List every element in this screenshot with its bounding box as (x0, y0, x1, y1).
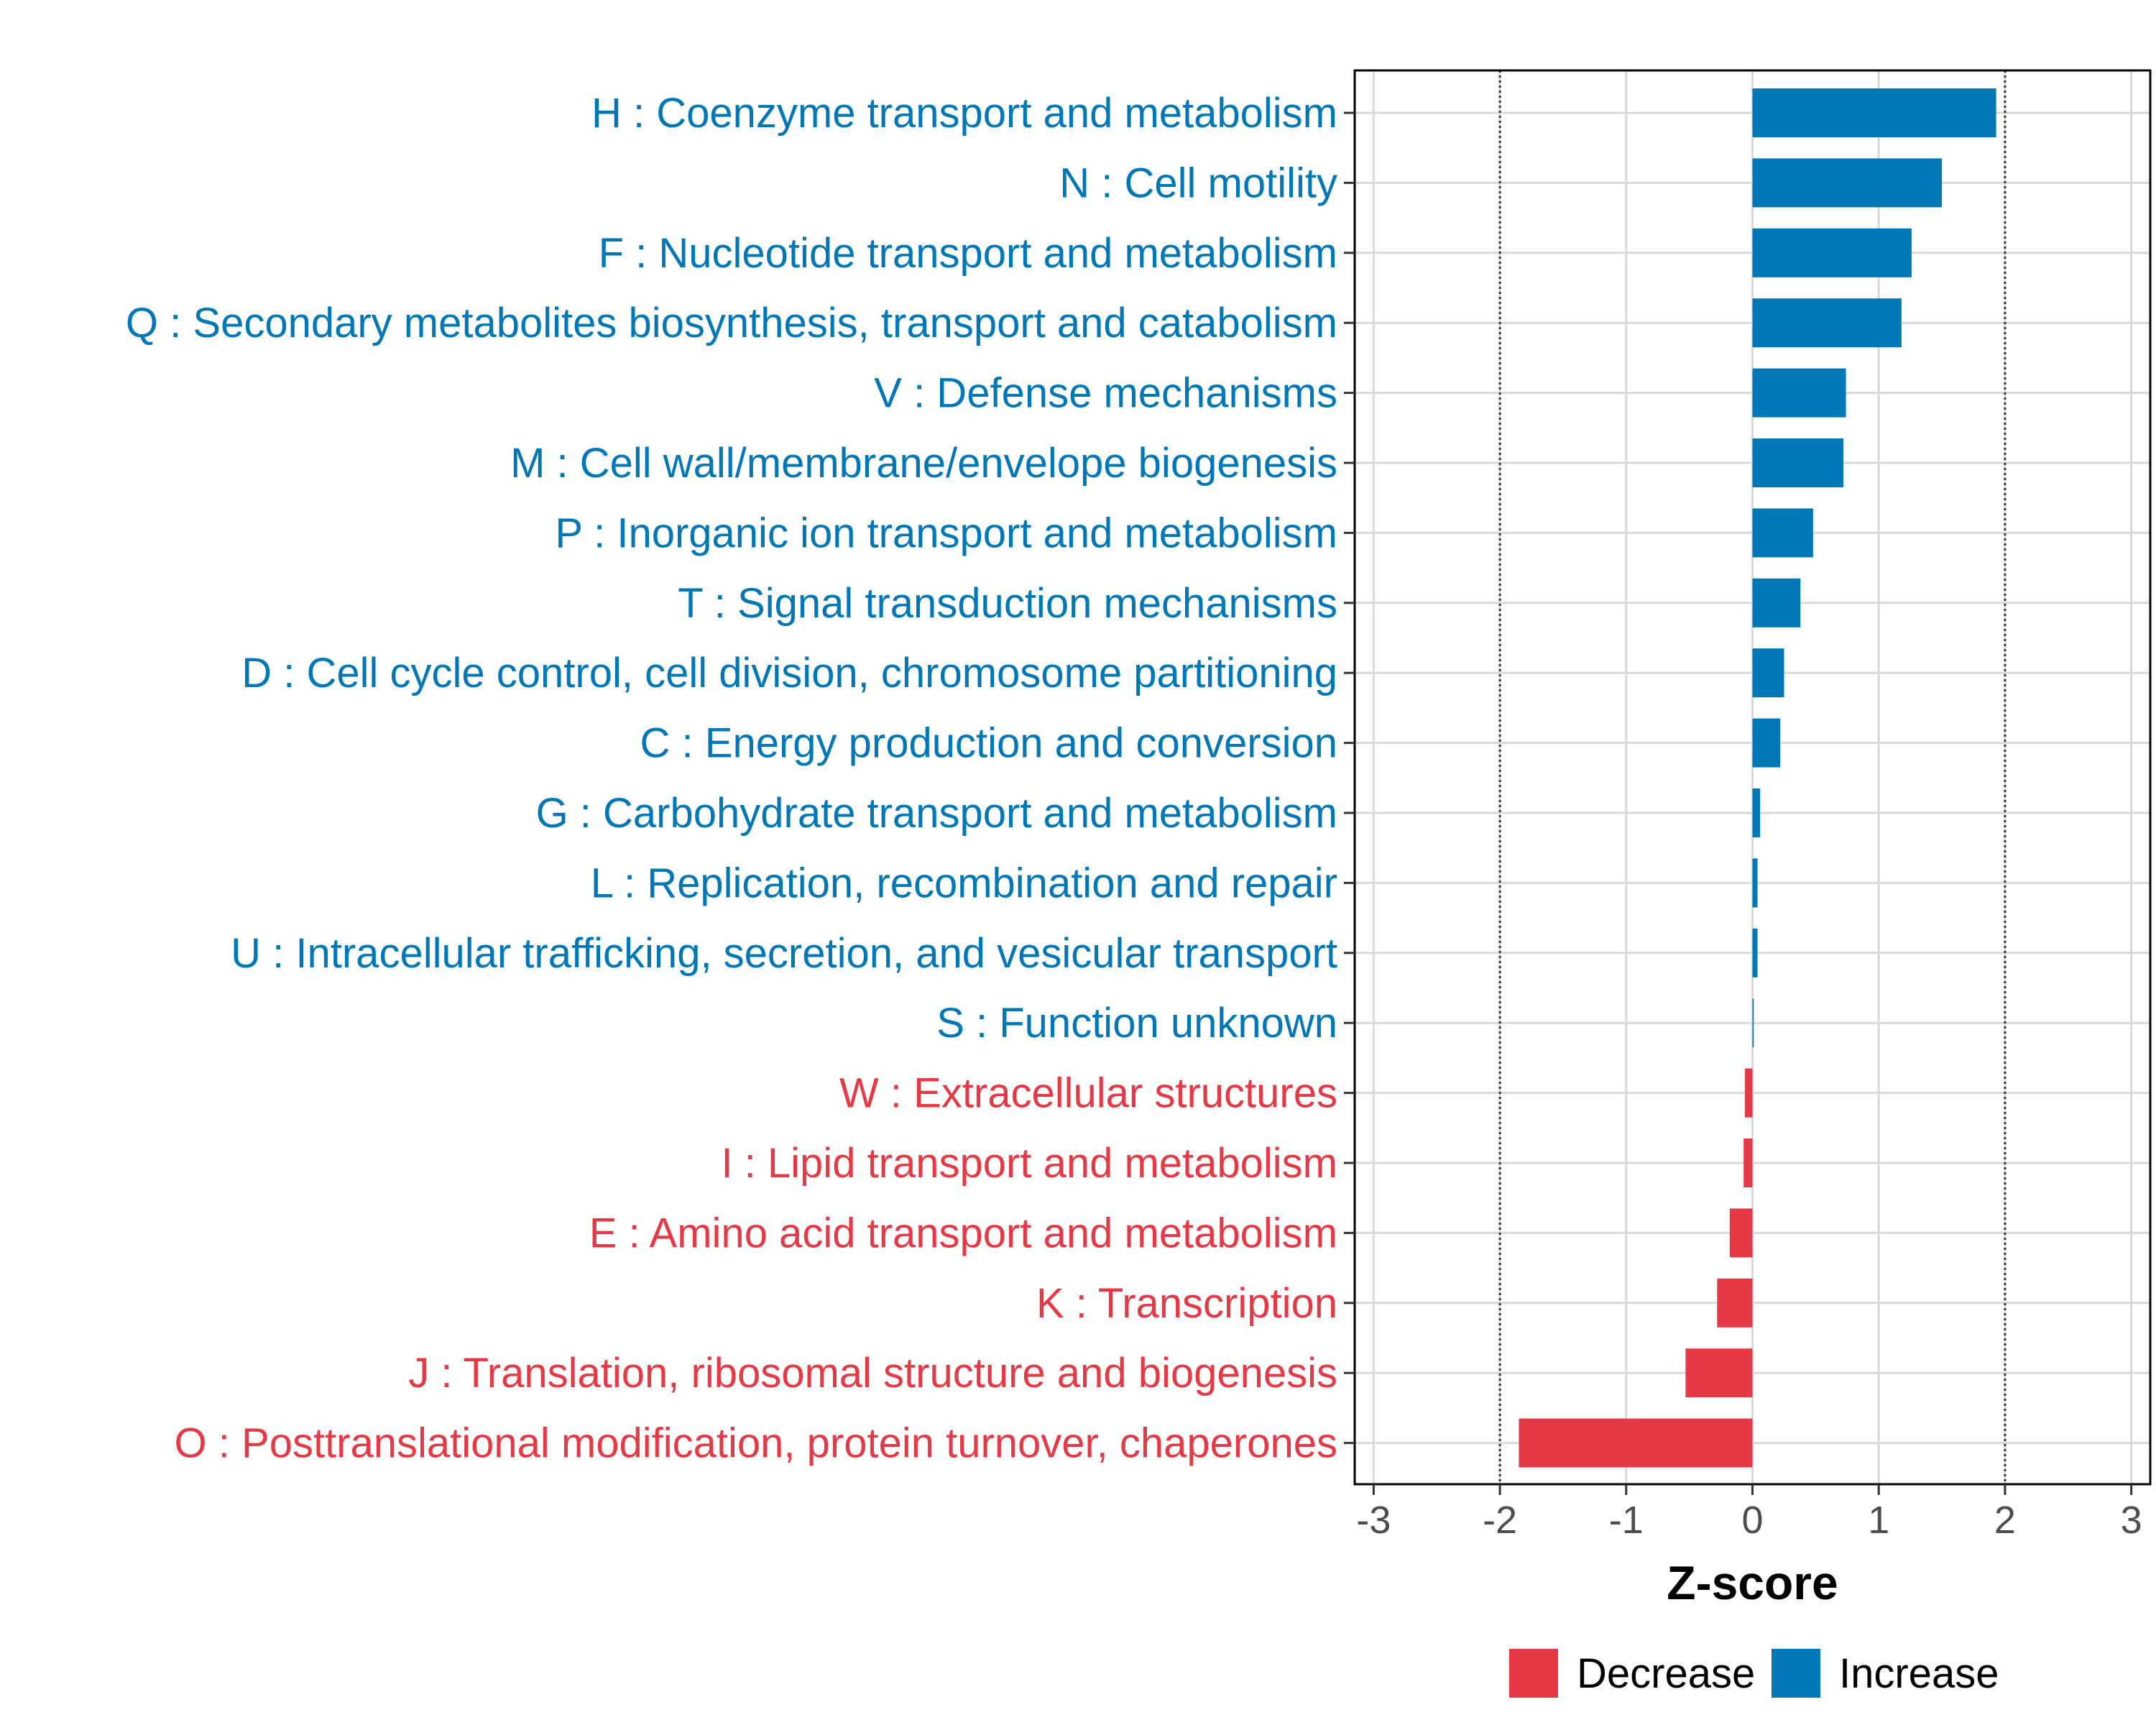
bar (1519, 1418, 1753, 1468)
x-tick-label: 1 (1868, 1499, 1889, 1542)
bar (1752, 438, 1844, 487)
bar (1752, 158, 1943, 208)
category-label: U : Intracellular trafficking, secretion… (231, 930, 1337, 977)
category-label: L : Replication, recombination and repai… (591, 860, 1337, 906)
legend-label-increase: Increase (1839, 1650, 1999, 1697)
category-label: D : Cell cycle control, cell division, c… (241, 650, 1337, 696)
bar (1752, 998, 1754, 1048)
bar (1752, 508, 1813, 558)
x-axis: -3 -2 -1 0 1 2 3 (1356, 1484, 2142, 1542)
x-tick-label: 2 (1994, 1499, 2016, 1542)
legend: Decrease Increase (1509, 1649, 1999, 1698)
category-label: M : Cell wall/membrane/envelope biogenes… (510, 440, 1337, 487)
bar (1743, 1138, 1753, 1187)
bar (1752, 88, 1996, 137)
bar (1752, 228, 1912, 277)
category-label: P : Inorganic ion transport and metaboli… (555, 510, 1337, 556)
bar (1685, 1348, 1753, 1398)
bar (1752, 298, 1902, 348)
category-label: W : Extracellular structures (839, 1070, 1337, 1117)
x-axis-title: Z-score (1667, 1556, 1838, 1609)
category-label: C : Energy production and conversion (640, 720, 1337, 767)
bar (1752, 578, 1801, 627)
category-label: E : Amino acid transport and metabolism (589, 1210, 1337, 1256)
category-label: J : Translation, ribosomal structure and… (408, 1350, 1337, 1397)
threshold-lines (1498, 70, 2007, 1484)
x-tick-label: 3 (2121, 1499, 2142, 1542)
category-label: N : Cell motility (1059, 160, 1337, 206)
bar (1752, 718, 1781, 768)
bar (1752, 368, 1846, 418)
category-label: Q : Secondary metabolites biosynthesis, … (126, 300, 1337, 346)
category-label: H : Coenzyme transport and metabolism (591, 90, 1337, 137)
category-label: O : Posttranslational modification, prot… (175, 1420, 1337, 1467)
bar (1744, 1068, 1753, 1118)
x-tick-label: -2 (1483, 1499, 1517, 1542)
y-axis: H : Coenzyme transport and metabolism N :… (126, 90, 1355, 1467)
bar (1752, 648, 1784, 698)
category-label: I : Lipid transport and metabolism (721, 1140, 1337, 1187)
bar (1717, 1278, 1753, 1328)
bars (1519, 88, 1996, 1468)
category-label: K : Transcription (1036, 1280, 1337, 1327)
panel-grid (1355, 70, 2150, 1484)
legend-swatch-decrease (1509, 1649, 1558, 1698)
category-label: V : Defense mechanisms (874, 370, 1337, 417)
category-label: T : Signal transduction mechanisms (678, 580, 1337, 627)
x-tick-label: 0 (1741, 1499, 1763, 1542)
legend-swatch-increase (1772, 1649, 1820, 1698)
category-label: F : Nucleotide transport and metabolism (599, 230, 1337, 277)
category-label: S : Function unknown (936, 1000, 1337, 1046)
bar (1752, 858, 1758, 908)
x-tick-label: -1 (1609, 1499, 1644, 1542)
bar (1729, 1208, 1753, 1258)
bar (1752, 788, 1761, 837)
bar (1752, 928, 1758, 978)
legend-label-decrease: Decrease (1577, 1650, 1755, 1697)
category-label: G : Carbohydrate transport and metabolis… (536, 790, 1337, 837)
x-tick-label: -3 (1356, 1499, 1391, 1542)
